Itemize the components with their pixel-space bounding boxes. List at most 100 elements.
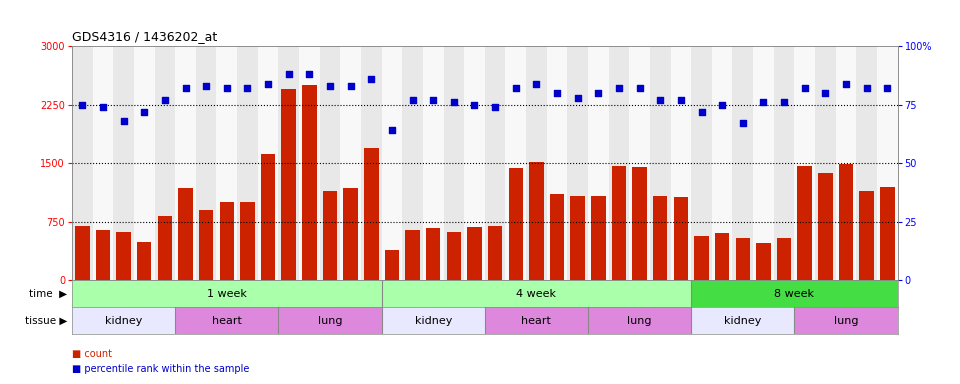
- Bar: [880, 187, 895, 280]
- Text: heart: heart: [212, 316, 242, 326]
- Text: 4 week: 4 week: [516, 289, 557, 299]
- Point: [529, 81, 544, 87]
- Bar: [529, 162, 543, 280]
- Bar: [278, 46, 299, 280]
- Bar: [199, 210, 213, 280]
- Point: [323, 83, 338, 89]
- Bar: [859, 191, 874, 280]
- Bar: [426, 228, 441, 280]
- Bar: [567, 46, 588, 280]
- Bar: [133, 46, 155, 280]
- Point: [95, 104, 110, 110]
- Bar: [116, 232, 131, 280]
- Bar: [278, 307, 381, 334]
- Bar: [302, 85, 317, 280]
- Point: [75, 101, 90, 108]
- Bar: [691, 307, 795, 334]
- Bar: [485, 307, 588, 334]
- Bar: [72, 46, 92, 280]
- Point: [219, 85, 234, 91]
- Bar: [72, 280, 382, 307]
- Bar: [754, 46, 774, 280]
- Point: [797, 85, 812, 91]
- Point: [714, 101, 730, 108]
- Point: [570, 94, 586, 101]
- Bar: [196, 46, 217, 280]
- Bar: [323, 190, 337, 280]
- Point: [343, 83, 358, 89]
- Bar: [691, 46, 712, 280]
- Bar: [220, 202, 234, 280]
- Bar: [795, 46, 815, 280]
- Bar: [630, 46, 650, 280]
- Bar: [92, 46, 113, 280]
- Point: [301, 71, 317, 77]
- Bar: [488, 226, 502, 280]
- Bar: [509, 168, 523, 280]
- Bar: [382, 46, 402, 280]
- Bar: [777, 238, 791, 280]
- Bar: [774, 46, 795, 280]
- Point: [735, 120, 751, 126]
- Point: [488, 104, 503, 110]
- Text: 1 week: 1 week: [206, 289, 247, 299]
- Bar: [691, 280, 898, 307]
- Bar: [694, 236, 708, 280]
- Bar: [815, 46, 835, 280]
- Bar: [75, 226, 89, 280]
- Point: [281, 71, 297, 77]
- Text: ■ percentile rank within the sample: ■ percentile rank within the sample: [72, 364, 250, 374]
- Bar: [670, 46, 691, 280]
- Point: [260, 81, 276, 87]
- Bar: [361, 46, 381, 280]
- Point: [838, 81, 853, 87]
- Bar: [175, 46, 196, 280]
- Text: ■ count: ■ count: [72, 349, 112, 359]
- Point: [116, 118, 132, 124]
- Bar: [281, 89, 296, 280]
- Bar: [732, 46, 753, 280]
- Bar: [113, 46, 134, 280]
- Bar: [588, 46, 609, 280]
- Text: heart: heart: [521, 316, 551, 326]
- Bar: [612, 166, 626, 280]
- Bar: [795, 307, 898, 334]
- Bar: [257, 46, 278, 280]
- Bar: [711, 46, 732, 280]
- Bar: [320, 46, 340, 280]
- Bar: [547, 46, 567, 280]
- Bar: [715, 233, 730, 280]
- Text: lung: lung: [318, 316, 343, 326]
- Bar: [609, 46, 630, 280]
- Point: [240, 85, 255, 91]
- Bar: [72, 307, 175, 334]
- Point: [178, 85, 193, 91]
- Point: [136, 109, 152, 115]
- Bar: [633, 167, 647, 280]
- Point: [199, 83, 214, 89]
- Bar: [155, 46, 175, 280]
- Bar: [137, 242, 152, 280]
- Point: [756, 99, 771, 105]
- Text: 8 week: 8 week: [775, 289, 814, 299]
- Text: lung: lung: [627, 316, 652, 326]
- Bar: [344, 188, 358, 280]
- Bar: [650, 46, 670, 280]
- Point: [405, 97, 420, 103]
- Bar: [839, 164, 853, 280]
- Point: [157, 97, 173, 103]
- Bar: [179, 188, 193, 280]
- Bar: [505, 46, 526, 280]
- Point: [384, 127, 399, 134]
- Bar: [261, 154, 276, 280]
- Bar: [674, 197, 688, 280]
- Bar: [835, 46, 856, 280]
- Bar: [96, 230, 110, 280]
- Bar: [382, 307, 485, 334]
- Bar: [588, 307, 691, 334]
- Point: [653, 97, 668, 103]
- Bar: [402, 46, 422, 280]
- Text: tissue ▶: tissue ▶: [25, 316, 67, 326]
- Bar: [653, 196, 667, 280]
- Bar: [405, 230, 420, 280]
